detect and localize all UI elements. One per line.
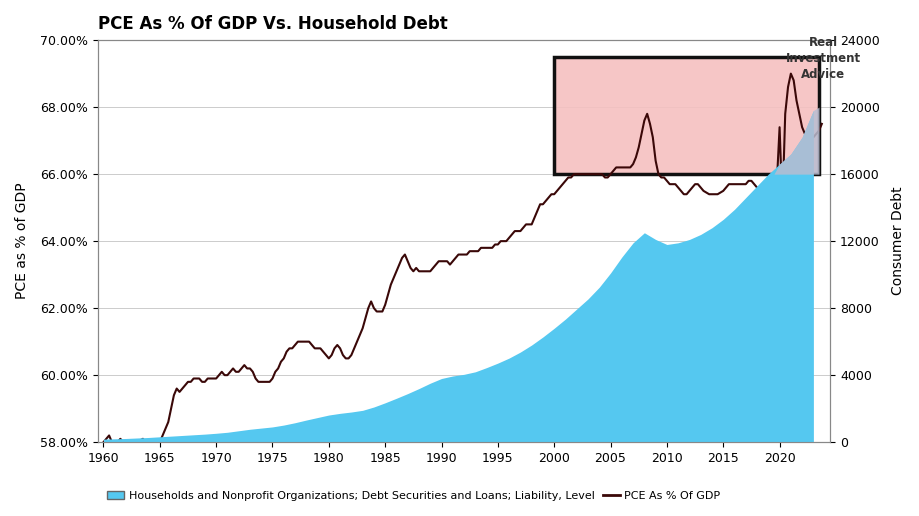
Bar: [553, 57, 818, 174]
Bar: [553, 57, 818, 174]
Y-axis label: Consumer Debt: Consumer Debt: [890, 187, 904, 296]
Text: Real
Investment
Advice: Real Investment Advice: [785, 36, 860, 81]
Y-axis label: PCE as % of GDP: PCE as % of GDP: [15, 183, 29, 299]
Text: PCE As % Of GDP Vs. Household Debt: PCE As % Of GDP Vs. Household Debt: [97, 15, 448, 33]
Legend: Households and Nonprofit Organizations; Debt Securities and Loans; Liability, Le: Households and Nonprofit Organizations; …: [103, 487, 724, 505]
